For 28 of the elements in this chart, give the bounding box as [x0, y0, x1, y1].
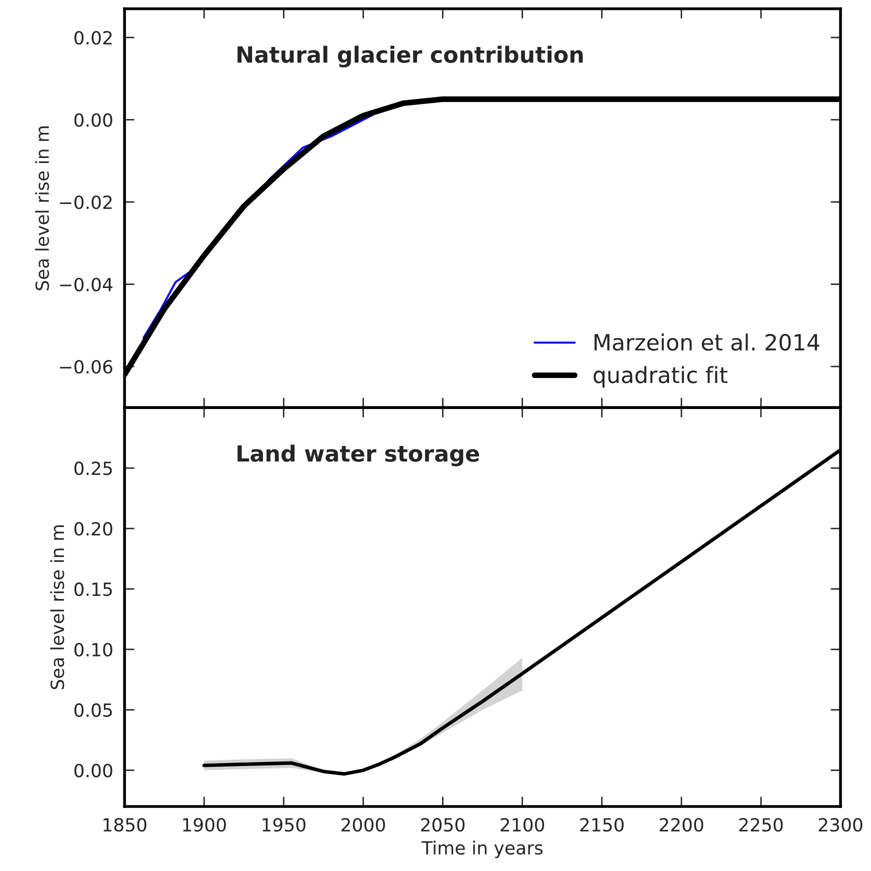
text: Natural glacier contribution: [238, 46, 583, 68]
x-tick-label: 2250: [739, 818, 783, 832]
y-tick-label: 0.25: [74, 462, 112, 476]
x-tick-label: 2300: [818, 818, 862, 832]
y-axis-title: Sea level rise in m: [35, 126, 50, 290]
x-tick-label: 1850: [104, 818, 146, 832]
x-axis-title: Time in years: [422, 840, 543, 858]
legend-label: quadratic fit: [594, 366, 728, 388]
y-tick-label: 0.20: [74, 522, 112, 536]
x-tick-label: 1950: [262, 818, 306, 832]
y-tick-label: 0.02: [74, 30, 112, 45]
x-tick-label: 2200: [660, 818, 704, 832]
y-tick-label: 0.00: [74, 764, 112, 778]
legend-label: Marzeion et al. 2014: [594, 334, 820, 351]
y-axis-title: Sea level rise in m: [50, 525, 64, 690]
y-tick-label: 0.10: [74, 642, 112, 657]
x-tick-label: 2150: [580, 818, 624, 832]
y-tick-label: −0.02: [60, 195, 112, 210]
y-tick-label: −0.06: [60, 360, 112, 374]
y-tick-label: 0.05: [74, 703, 112, 717]
x-tick-label: 1900: [183, 818, 226, 832]
text: Land water storage: [238, 444, 480, 466]
y-tick-label: 0.00: [74, 113, 112, 127]
x-tick-label: 2000: [342, 818, 385, 832]
y-tick-label: −0.04: [60, 278, 112, 292]
x-tick-label: 2050: [421, 818, 465, 832]
x-tick-label: 2100: [500, 818, 544, 832]
y-tick-label: 0.15: [74, 582, 112, 596]
